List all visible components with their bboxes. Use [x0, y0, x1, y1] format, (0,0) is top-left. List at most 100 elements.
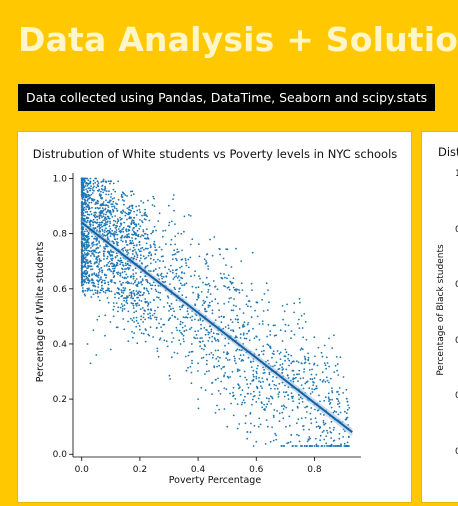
scatter-point	[105, 227, 107, 230]
scatter-point	[263, 408, 265, 411]
scatter-point	[115, 241, 118, 243]
scatter-point	[93, 262, 96, 265]
scatter-point	[313, 377, 316, 380]
scatter-point	[305, 411, 308, 413]
regression-band	[81, 219, 353, 437]
scatter-point	[132, 219, 135, 222]
scatter-point	[138, 304, 140, 307]
scatter-point	[120, 210, 122, 213]
scatter-point	[190, 371, 193, 374]
scatter-point	[114, 190, 117, 193]
scatter-point	[123, 270, 126, 273]
scatter-point	[120, 193, 123, 196]
scatter-point	[270, 387, 272, 390]
scatter-point	[108, 265, 110, 268]
scatter-point	[154, 288, 157, 291]
scatter-point	[326, 379, 329, 382]
scatter-point	[319, 400, 321, 403]
scatter-point	[109, 228, 112, 230]
scatter-point	[283, 395, 286, 398]
scatter-point	[115, 264, 117, 267]
scatter-point	[135, 251, 137, 254]
scatter-point	[252, 327, 254, 330]
scatter-point	[251, 403, 253, 406]
scatter-point	[113, 305, 115, 308]
scatter-point	[131, 229, 134, 231]
scatter-point	[140, 280, 143, 283]
x-tick-label: 0.0	[75, 465, 90, 475]
scatter-point	[127, 233, 130, 235]
scatter-point	[312, 381, 314, 383]
scatter-point	[214, 319, 217, 321]
scatter-point	[206, 253, 209, 255]
scatter-point	[236, 368, 239, 371]
scatter-point	[258, 394, 261, 396]
scatter-point	[138, 325, 141, 327]
scatter-point	[81, 202, 84, 205]
scatter-point	[93, 255, 96, 258]
scatter-point	[107, 229, 109, 232]
scatter-point	[325, 356, 328, 359]
scatter-point	[115, 302, 118, 304]
scatter-point	[236, 288, 239, 291]
scatter-point	[202, 299, 205, 302]
scatter-point	[223, 285, 225, 287]
scatter-point	[207, 306, 210, 308]
scatter-point	[173, 286, 176, 289]
scatter-point	[119, 259, 122, 262]
scatter-point	[154, 316, 156, 319]
scatter-point	[332, 411, 335, 414]
scatter-point	[292, 400, 294, 403]
scatter-point	[216, 332, 218, 335]
scatter-point	[260, 350, 263, 353]
scatter-point	[105, 180, 107, 183]
scatter-point	[116, 238, 119, 240]
scatter-point	[133, 217, 135, 219]
scatter-point	[113, 236, 116, 238]
scatter-point	[111, 240, 114, 243]
scatter-point	[169, 270, 172, 273]
scatter-point	[91, 252, 94, 255]
scatter-point	[135, 316, 138, 319]
scatter-point	[342, 376, 345, 378]
scatter-point	[96, 218, 99, 221]
scatter-point	[271, 356, 273, 359]
scatter-point	[102, 252, 105, 255]
scatter-point	[266, 403, 269, 406]
scatter-point	[247, 356, 250, 359]
scatter-point	[81, 184, 84, 187]
scatter-point	[116, 264, 119, 266]
scatter-point	[103, 223, 106, 225]
scatter-point	[170, 220, 173, 223]
scatter-point	[102, 201, 105, 203]
scatter-point	[141, 214, 143, 217]
scatter-point	[80, 233, 83, 235]
scatter-point	[155, 316, 158, 319]
scatter-point	[261, 406, 264, 409]
scatter-point	[197, 362, 200, 365]
scatter-point	[88, 221, 91, 224]
scatter-point	[106, 289, 109, 292]
scatter-point	[125, 273, 128, 276]
scatter-point	[142, 255, 145, 258]
scatter-point	[104, 185, 106, 188]
scatter-point	[86, 290, 89, 292]
scatter-point	[130, 294, 133, 296]
scatter-point	[106, 215, 109, 218]
scatter-point	[84, 211, 87, 213]
scatter-point	[172, 194, 175, 196]
scatter-point	[98, 229, 101, 232]
scatter-point	[257, 364, 259, 367]
scatter-point	[87, 281, 90, 284]
scatter-point	[325, 367, 327, 370]
scatter-point	[305, 338, 308, 341]
scatter-point	[335, 445, 338, 447]
scatter-point	[275, 384, 277, 387]
scatter-point	[130, 292, 133, 295]
scatter-point	[288, 415, 291, 418]
scatter-point	[113, 275, 116, 277]
scatter-point	[87, 231, 90, 234]
scatter-point	[290, 434, 293, 436]
scatter-point	[327, 445, 330, 447]
scatter-point	[174, 316, 177, 319]
